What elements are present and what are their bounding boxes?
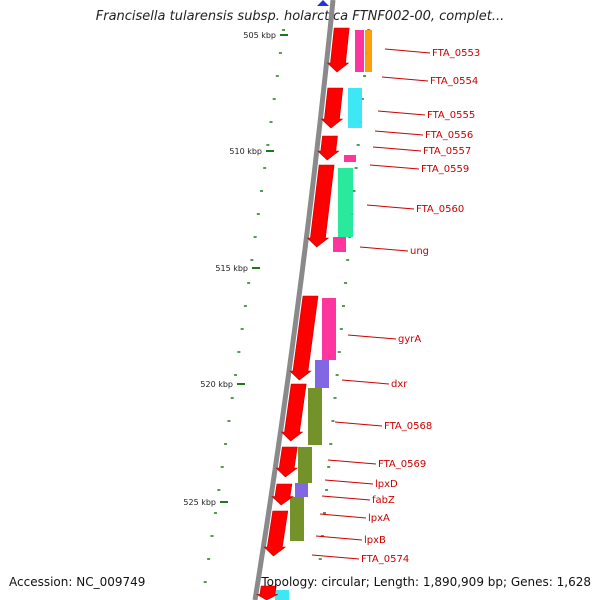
cog-segment [295, 483, 308, 497]
gene-arrow [317, 135, 340, 161]
cog-segment [308, 388, 322, 445]
leader-line [374, 130, 424, 136]
gene-labels: FTA_0553 FTA_0554 FTA_0555 FTA_0556 FTA_0557… [361, 48, 480, 565]
cog-segment [365, 30, 372, 72]
leader-line [381, 76, 429, 82]
gene-label: lpxA [368, 513, 390, 524]
leader-line [369, 164, 420, 170]
gene-arrow [255, 585, 279, 600]
leader-line [324, 479, 374, 485]
leader-line [347, 334, 397, 340]
cog-segment [315, 360, 329, 388]
leader-line [366, 204, 415, 210]
gene-label: FTA_0569 [378, 459, 426, 470]
leader-line [384, 48, 431, 54]
gene-label: FTA_0557 [423, 146, 471, 157]
accession-text: Accession: NC_009749 [9, 575, 146, 589]
cog-segment [348, 88, 362, 128]
cog-segment [338, 168, 353, 237]
gene-label: FTA_0559 [421, 164, 469, 175]
cog-segment [290, 497, 304, 541]
gene-label: dxr [391, 379, 408, 390]
gene-arrow [326, 27, 350, 73]
leader-line [315, 535, 363, 541]
genome-backbone [252, 0, 336, 600]
leader-line [311, 554, 360, 560]
gene-label: FTA_0568 [384, 421, 432, 432]
kbp-label: 515 kbp [215, 264, 248, 273]
gene-arrow [320, 87, 344, 129]
cog-segment [298, 447, 312, 483]
gene-arrow [271, 483, 294, 506]
label-leaders [311, 48, 431, 560]
gene-label: lpxB [364, 535, 386, 546]
major-ticks: 505 kbp 510 kbp 515 kbp 520 kbp 525 kbp [183, 31, 288, 507]
kbp-label: 505 kbp [243, 31, 276, 40]
gene-label: lpxD [375, 479, 398, 490]
gene-arrow [289, 295, 319, 381]
cog-segment [355, 30, 364, 72]
gene-arrow [263, 510, 289, 557]
leader-line [377, 110, 426, 116]
leader-line [372, 146, 422, 152]
leader-line [321, 495, 371, 501]
genome-info-text: Topology: circular; Length: 1,890,909 bp… [261, 575, 591, 589]
cog-segment [322, 298, 336, 360]
kbp-label: 525 kbp [183, 498, 216, 507]
leader-line [319, 513, 367, 519]
leader-line [341, 379, 390, 385]
gene-track [255, 0, 350, 600]
leader-line [327, 459, 377, 465]
gene-label: FTA_0554 [430, 76, 478, 87]
leader-line [359, 246, 409, 252]
gene-arrow [306, 164, 335, 248]
gene-label: ung [410, 246, 429, 257]
cog-segment [344, 155, 356, 162]
gene-label: FTA_0560 [416, 204, 464, 215]
kbp-label: 510 kbp [229, 147, 262, 156]
cog-track [275, 30, 372, 600]
gene-label: FTA_0555 [427, 110, 475, 121]
blue-gene-arrow [317, 0, 329, 6]
cog-segment [333, 237, 346, 252]
gene-label: FTA_0556 [425, 130, 473, 141]
gene-label: FTA_0553 [432, 48, 480, 59]
gene-label: fabZ [372, 495, 395, 506]
gene-arrow [280, 383, 307, 442]
gene-label: FTA_0574 [361, 554, 409, 565]
gene-arrow [275, 446, 299, 478]
cog-segment [275, 590, 289, 600]
leader-line [334, 421, 383, 427]
map-title: Francisella tularensis subsp. holarctica… [95, 9, 505, 24]
gene-label: gyrA [398, 334, 421, 345]
kbp-label: 520 kbp [200, 380, 233, 389]
